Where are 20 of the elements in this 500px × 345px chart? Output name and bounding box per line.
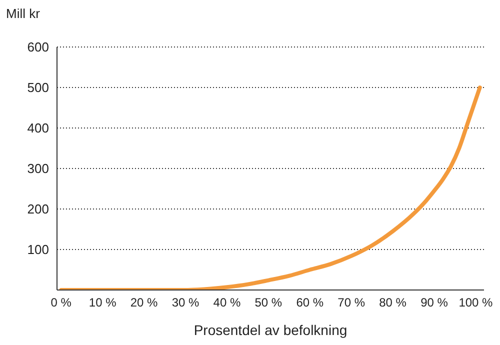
x-tick-label: 50 %	[254, 296, 282, 310]
y-tick-label: 100	[27, 242, 49, 258]
x-tick-label: 20 %	[130, 296, 158, 310]
y-tick-label: 500	[27, 80, 49, 96]
x-tick-label: 30 %	[172, 296, 200, 310]
x-tick-label: 70 %	[338, 296, 366, 310]
y-tick-label: 200	[27, 202, 49, 217]
x-axis-title: Prosentdel av befolkning	[194, 322, 348, 338]
x-tick-label: 10 %	[88, 296, 117, 310]
y-tick-label: 300	[27, 161, 49, 176]
x-tick-label: 80 %	[379, 296, 407, 310]
y-tick-label: 400	[27, 120, 49, 136]
x-tick-label: 90 %	[420, 296, 448, 310]
x-tick-label: 40 %	[213, 296, 241, 310]
y-tick-label: 600	[27, 40, 49, 55]
x-tick-label: 100 %	[458, 296, 494, 310]
y-axis-title: Mill kr	[6, 6, 40, 21]
x-tick-label: 60 %	[296, 296, 324, 310]
x-tick-label: 0 %	[50, 296, 72, 310]
line-series	[59, 86, 482, 290]
